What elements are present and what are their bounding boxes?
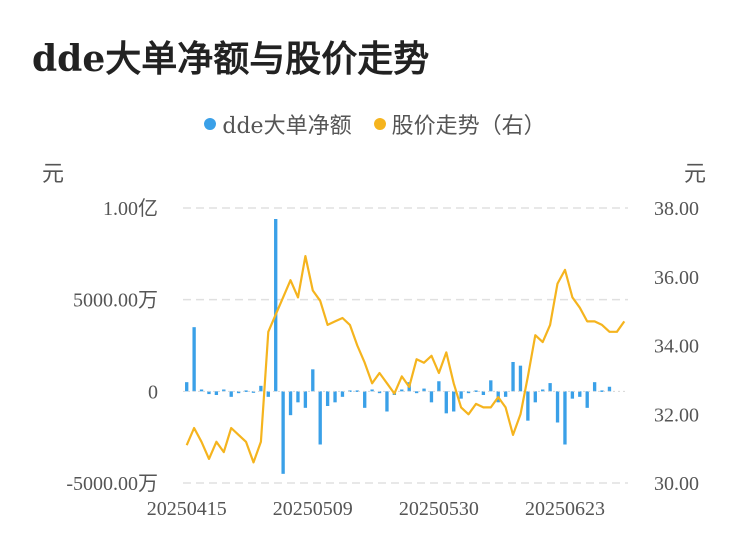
dde-bar	[563, 391, 567, 445]
left-tick-label: 0	[148, 381, 158, 403]
dde-bar	[259, 385, 263, 392]
dde-bar	[199, 389, 204, 392]
dde-bar	[481, 391, 486, 395]
dde-bar	[541, 389, 545, 392]
dde-bar	[570, 391, 575, 399]
dde-bar	[340, 391, 345, 397]
dde-bar	[459, 391, 463, 399]
dde-bar	[207, 391, 211, 395]
legend-item-price[interactable]: 股价走势（右）	[373, 108, 546, 140]
left-tick-label: -5000.00万	[66, 473, 158, 495]
right-axis-unit: 元	[684, 162, 707, 187]
legend-label-dde: dde大单净额	[222, 114, 352, 139]
right-tick-label: 36.00	[654, 267, 699, 289]
dde-bar	[251, 391, 256, 393]
dde-bar	[229, 391, 233, 397]
x-tick-label: 20250415	[147, 498, 227, 520]
chart-title: dde大单净额与股价走势	[32, 38, 430, 80]
right-tick-label: 34.00	[654, 336, 699, 358]
right-tick-label: 38.00	[654, 198, 699, 220]
dde-bar	[422, 388, 426, 392]
dde-bar	[548, 383, 552, 392]
dde-bar	[370, 389, 374, 392]
legend: dde大单净额 股价走势（右）	[0, 108, 750, 140]
dde-bar	[489, 380, 493, 392]
dde-bar	[274, 219, 278, 392]
legend-dot-price-icon	[373, 118, 386, 130]
dde-bar	[385, 391, 389, 412]
dde-bar	[533, 391, 537, 403]
dde-bar	[607, 386, 612, 392]
dde-bar	[325, 391, 330, 406]
dde-bar	[578, 391, 582, 397]
dde-bar	[185, 382, 189, 392]
dde-bar	[600, 390, 604, 392]
dde-bar	[303, 391, 308, 408]
dde-bar	[296, 391, 300, 403]
dde-bar	[414, 391, 419, 394]
dde-bar	[318, 391, 322, 445]
left-tick-label: 5000.00万	[73, 290, 158, 312]
dde-bar	[244, 390, 248, 392]
dde-bar	[518, 365, 523, 392]
legend-dot-dde-icon	[204, 118, 217, 130]
x-tick-label: 20250530	[399, 498, 479, 520]
dde-bar	[266, 391, 270, 397]
dde-bar	[222, 389, 226, 392]
left-tick-label: 1.00亿	[103, 197, 158, 220]
dde-bar	[429, 391, 434, 403]
dde-bar	[555, 391, 560, 423]
dde-bar	[363, 391, 367, 408]
dde-bar	[281, 391, 285, 474]
dde-bar	[526, 391, 530, 421]
dde-bar	[466, 391, 471, 394]
dde-bar	[214, 391, 219, 395]
dde-bar	[585, 391, 589, 408]
dde-bar	[192, 327, 196, 392]
dde-bar	[311, 369, 315, 392]
dde-bar	[333, 391, 337, 403]
dde-bar	[400, 389, 404, 392]
legend-label-price: 股价走势（右）	[391, 114, 546, 139]
dde-bar	[288, 391, 293, 416]
dde-bar	[437, 381, 441, 392]
dde-bar	[452, 391, 456, 412]
dde-bar	[474, 390, 478, 392]
dde-bar	[355, 390, 359, 392]
left-axis-unit: 元	[42, 162, 65, 187]
dde-bar	[503, 391, 508, 397]
right-tick-label: 32.00	[654, 404, 699, 426]
dde-bar	[377, 391, 382, 394]
dde-bar	[592, 382, 597, 392]
x-tick-label: 20250509	[273, 498, 353, 520]
legend-item-dde[interactable]: dde大单净额	[204, 108, 352, 140]
price-line	[185, 255, 626, 464]
dde-bar	[444, 391, 448, 414]
x-tick-label: 20250623	[525, 498, 605, 520]
right-tick-label: 30.00	[654, 473, 699, 495]
dde-bar	[236, 391, 241, 394]
dde-bar	[511, 362, 515, 392]
